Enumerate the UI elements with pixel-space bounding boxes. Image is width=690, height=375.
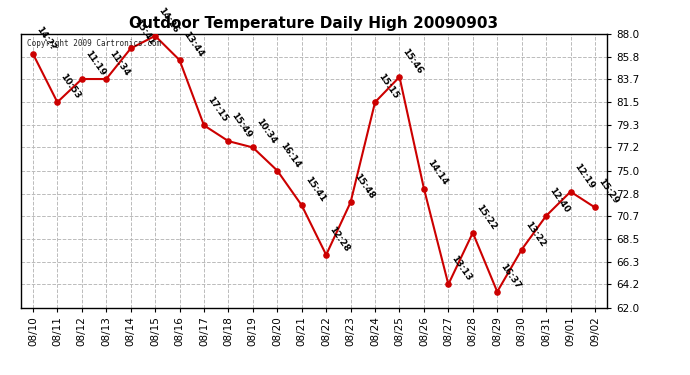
Point [321,252,332,258]
Point [150,33,161,39]
Text: 10:53: 10:53 [59,72,83,101]
Point [247,144,258,150]
Point [418,186,429,192]
Text: 15:41: 15:41 [132,18,156,47]
Point [125,45,136,51]
Text: 12:28: 12:28 [328,225,351,254]
Text: 12:40: 12:40 [547,186,571,214]
Point [492,289,503,295]
Point [345,199,356,205]
Text: Copyright 2009 Cartronics.com: Copyright 2009 Cartronics.com [26,39,161,48]
Point [199,122,210,128]
Point [443,281,454,287]
Point [370,99,381,105]
Text: 16:14: 16:14 [279,141,302,169]
Text: 14:14: 14:14 [425,158,449,187]
Point [28,51,39,57]
Point [101,76,112,82]
Point [394,74,405,80]
Point [272,168,283,174]
Text: 12:19: 12:19 [572,162,595,190]
Point [516,247,527,253]
Text: 14:??: 14:?? [34,25,57,52]
Point [540,213,551,219]
Point [589,204,600,210]
Point [467,230,478,236]
Title: Outdoor Temperature Daily High 20090903: Outdoor Temperature Daily High 20090903 [130,16,498,31]
Text: 15:49: 15:49 [230,111,254,140]
Point [296,202,307,208]
Text: 15:22: 15:22 [474,203,498,231]
Text: 16:37: 16:37 [499,262,522,290]
Text: 15:48: 15:48 [352,172,376,201]
Text: 11:34: 11:34 [108,49,132,78]
Point [52,99,63,105]
Point [77,76,88,82]
Text: 17:15: 17:15 [206,95,229,124]
Text: 15:15: 15:15 [377,72,400,101]
Text: 14:26: 14:26 [157,6,180,34]
Text: 10:34: 10:34 [254,117,278,146]
Text: 15:46: 15:46 [401,47,425,75]
Point [174,57,185,63]
Point [223,138,234,144]
Text: 15:29: 15:29 [596,177,620,206]
Text: 13:44: 13:44 [181,30,205,58]
Text: 15:41: 15:41 [303,175,327,204]
Text: 13:13: 13:13 [450,254,473,283]
Point [565,189,576,195]
Text: 13:22: 13:22 [523,220,547,248]
Text: 11:19: 11:19 [83,49,107,78]
